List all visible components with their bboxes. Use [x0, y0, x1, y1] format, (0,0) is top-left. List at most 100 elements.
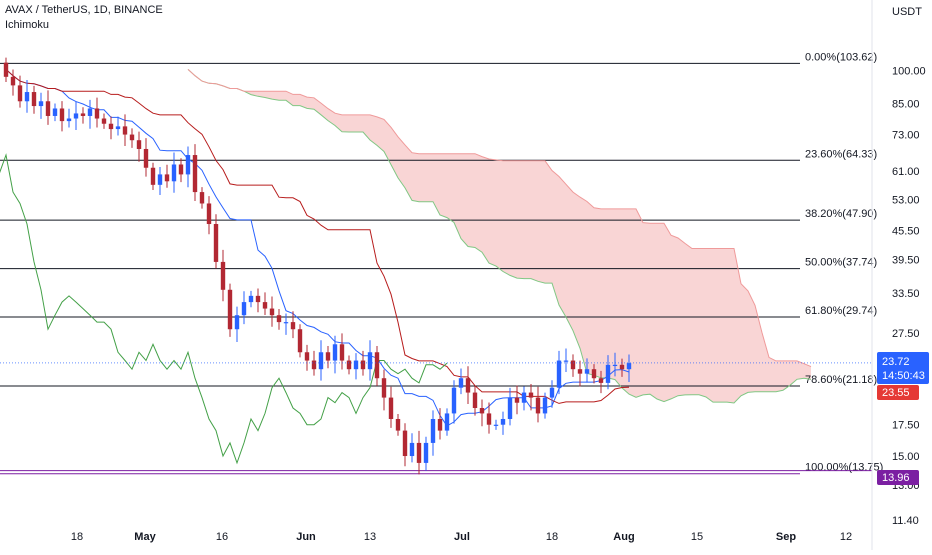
cloud-segment	[510, 161, 517, 278]
candle-body	[424, 443, 428, 463]
candle-body	[53, 108, 57, 115]
price-tick-label: 15.00	[892, 451, 920, 463]
candle-body	[529, 393, 533, 398]
time-tick-label: Aug	[613, 531, 634, 543]
candle-body	[179, 164, 183, 174]
candle-body	[116, 126, 120, 129]
candle-body	[431, 419, 435, 443]
fibonacci-levels: 0.00%(103.62)23.60%(64.33)38.20%(47.90)5…	[0, 51, 883, 473]
candle-body	[263, 302, 267, 308]
cloud-segment	[496, 160, 503, 272]
time-tick-label: 12	[840, 531, 852, 543]
candle-body	[564, 361, 568, 362]
candle-body	[144, 149, 148, 168]
candle-body	[256, 296, 260, 302]
candle-body	[102, 119, 106, 124]
candle-body	[410, 443, 414, 456]
cloud-segment	[482, 157, 489, 263]
candle-body	[508, 398, 512, 419]
candle-body	[620, 365, 624, 369]
candle-body	[557, 361, 561, 388]
price-tick-label: 85.00	[892, 99, 920, 111]
cloud-segment	[489, 159, 496, 266]
cloud-segment	[461, 154, 468, 247]
cloud-segment	[419, 154, 426, 202]
candle-body	[522, 393, 526, 403]
cloud-segment	[559, 177, 566, 318]
candle-body	[193, 155, 197, 192]
cloud-segment	[601, 209, 608, 378]
candle-body	[319, 352, 323, 369]
candle-body	[480, 408, 484, 413]
price-tick-label: 61.00	[892, 166, 920, 178]
candle-body	[46, 101, 50, 116]
candle-body	[305, 352, 309, 360]
candle-body	[627, 363, 631, 369]
candle-body	[39, 101, 43, 106]
cloud-segment	[566, 184, 573, 330]
fib-label: 78.60%(21.18)	[805, 374, 877, 386]
candle-body	[214, 224, 218, 262]
candle-body	[382, 378, 386, 397]
candle-body	[487, 413, 491, 424]
candle-body	[501, 419, 505, 425]
cloud-segment	[405, 145, 412, 201]
candle-body	[228, 290, 232, 329]
candle-body	[389, 398, 393, 419]
candle-body	[543, 398, 547, 414]
candle-body	[445, 413, 449, 430]
cloud-segment	[475, 154, 482, 253]
candle-body	[291, 322, 295, 329]
candle-body	[606, 365, 610, 383]
candle-body	[172, 164, 176, 181]
candle-body	[235, 315, 239, 329]
candle-body	[613, 365, 617, 366]
candle-body	[270, 309, 274, 316]
candle-body	[4, 63, 8, 77]
candle-body	[312, 361, 316, 370]
price-tick-label: 100.00	[892, 66, 926, 78]
price-tick-label: 45.50	[892, 226, 920, 238]
candle-body	[200, 192, 204, 203]
candle-body	[578, 369, 582, 373]
indicator-name: Ichimoku	[5, 19, 49, 31]
candle-body	[396, 419, 400, 431]
cloud-segment	[307, 97, 314, 109]
candle-body	[550, 388, 554, 398]
time-tick-label: 18	[546, 531, 558, 543]
time-tick-label: Jul	[454, 531, 470, 543]
price-tick-label: 53.00	[892, 195, 920, 207]
time-tick-label: 15	[691, 531, 703, 543]
cloud-segment	[426, 154, 433, 202]
currency-label: USDT	[892, 6, 922, 18]
candle-body	[186, 155, 190, 174]
price-tick-label: 17.50	[892, 420, 920, 432]
candle-body	[403, 431, 407, 456]
cloud-segment	[594, 208, 601, 378]
candle-body	[536, 398, 540, 414]
candle-body	[326, 352, 330, 360]
candle-body	[361, 361, 365, 370]
cloud-segment	[608, 209, 615, 380]
cloud-segment	[713, 248, 720, 402]
cloud-segment	[538, 161, 545, 283]
time-tick-label: Jun	[296, 531, 316, 543]
candle-body	[438, 419, 442, 431]
time-tick-label: May	[134, 531, 156, 543]
candle-body	[123, 126, 127, 134]
candle-body	[284, 322, 288, 323]
candle-body	[88, 108, 92, 115]
cloud-segment	[776, 361, 783, 392]
price-tick-label: 27.50	[892, 328, 920, 340]
cloud-segment	[531, 161, 538, 282]
cloud-segment	[279, 91, 286, 100]
chart-title: AVAX / TetherUS, 1D, BINANCE	[5, 4, 163, 16]
candle-body	[221, 262, 225, 290]
cloud-segment	[720, 248, 727, 402]
cloud-segment	[440, 154, 447, 218]
candle-body	[571, 361, 575, 370]
price-tick-label: 39.50	[892, 254, 920, 266]
